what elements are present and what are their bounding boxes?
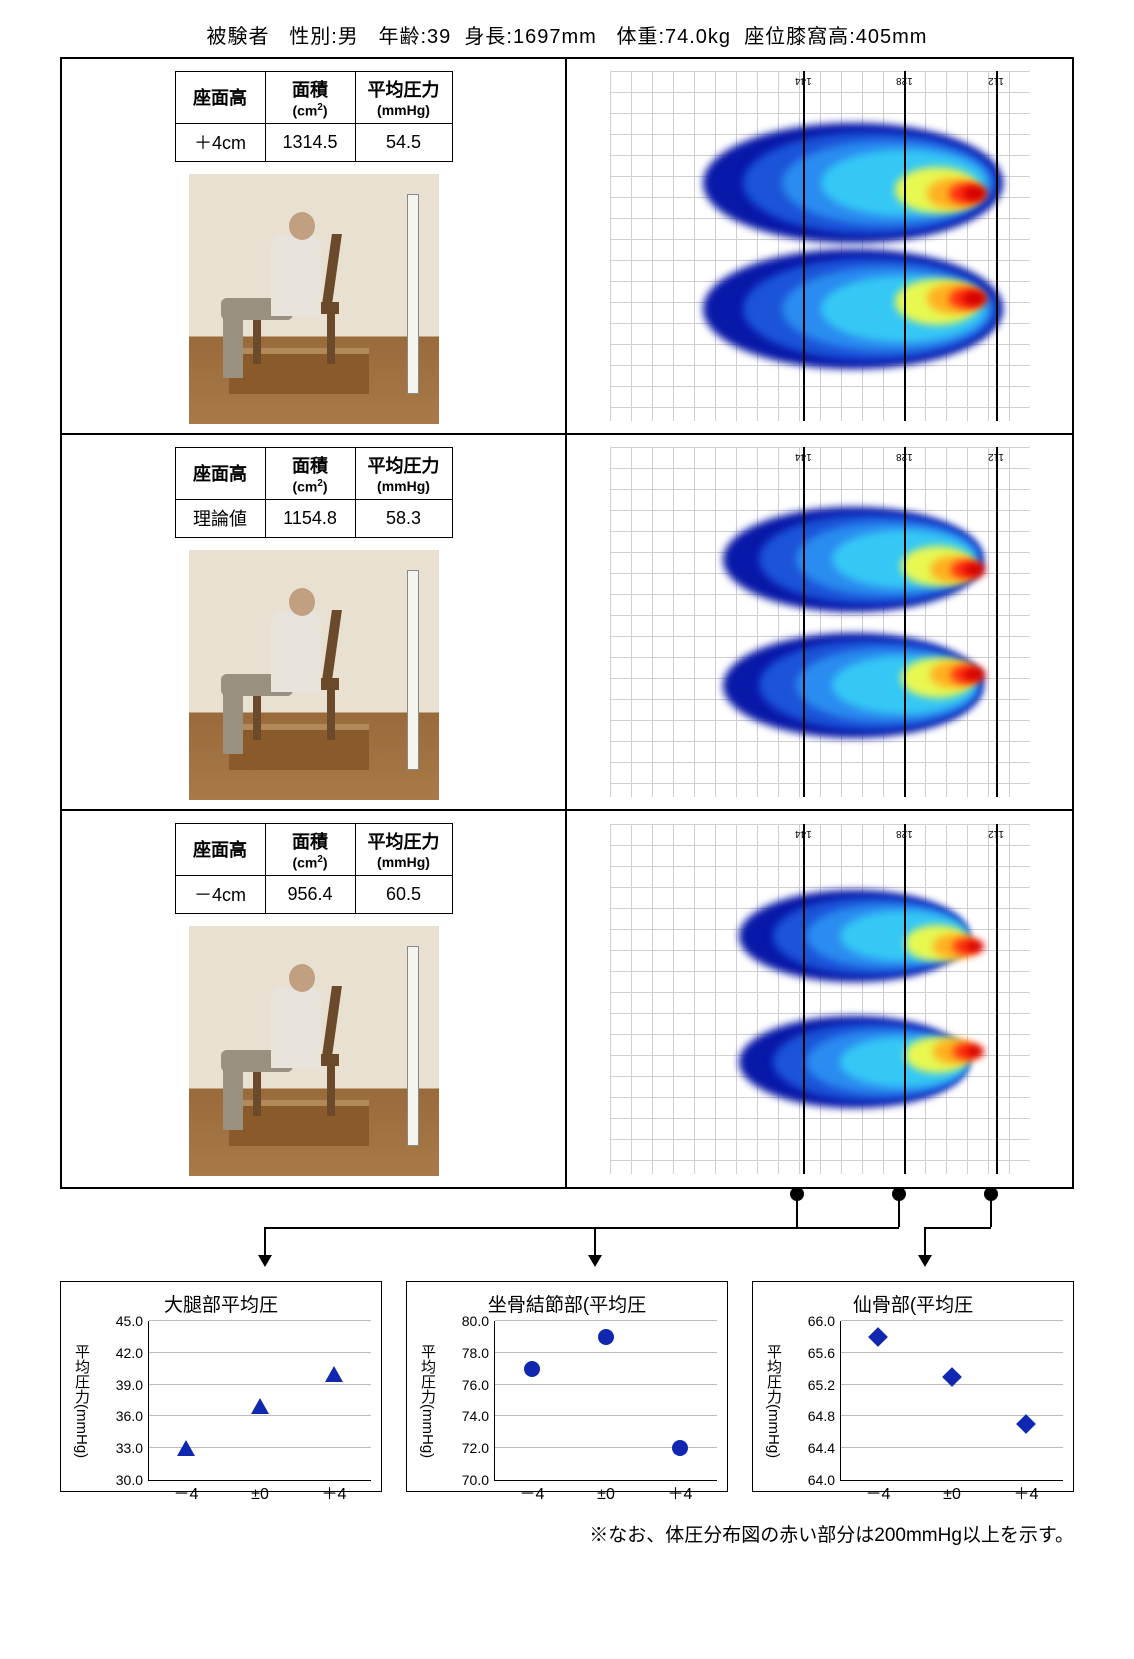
chart-plot-area: 70.072.074.076.078.080.0－4±0＋4 (494, 1321, 717, 1481)
seated-subject-photo (189, 926, 439, 1176)
chart-data-point (598, 1329, 614, 1345)
pressure-distribution-map: 144128112 (610, 824, 1030, 1174)
mini-chart: 坐骨結節部(平均圧平均圧力(mmHg)70.072.074.076.078.08… (406, 1281, 728, 1492)
chart-y-axis-label: 平均圧力(mmHg) (71, 1321, 94, 1481)
chart-plot-area: 30.033.036.039.042.045.0－4±0＋4 (148, 1321, 371, 1481)
pressure-data-table: 座面高面積(cm2)平均圧力(mmHg)＋4cm1314.554.5 (175, 71, 453, 162)
chart-plot-area: 64.064.464.865.265.666.0－4±0＋4 (840, 1321, 1063, 1481)
chart-data-point (868, 1327, 888, 1347)
pressure-data-table: 座面高面積(cm2)平均圧力(mmHg)理論値1154.858.3 (175, 447, 453, 538)
bottom-charts: 大腿部平均圧平均圧力(mmHg)30.033.036.039.042.045.0… (60, 1281, 1074, 1492)
pressure-data-table: 座面高面積(cm2)平均圧力(mmHg)－4cm956.460.5 (175, 823, 453, 914)
chart-data-point (524, 1361, 540, 1377)
footnote: ※なお、体圧分布図の赤い部分は200mmHg以上を示す。 (60, 1520, 1074, 1547)
subject-header: 被験者 性別:男 年齢:39 身長:1697mm 体重:74.0kg 座位膝窩高… (60, 20, 1074, 49)
seated-subject-photo (189, 550, 439, 800)
mini-chart: 仙骨部(平均圧平均圧力(mmHg)64.064.464.865.265.666.… (752, 1281, 1074, 1492)
seated-subject-photo (189, 174, 439, 424)
chart-y-axis-label: 平均圧力(mmHg) (417, 1321, 440, 1481)
chart-data-point (251, 1398, 269, 1414)
mini-chart: 大腿部平均圧平均圧力(mmHg)30.033.036.039.042.045.0… (60, 1281, 382, 1492)
chart-y-axis-label: 平均圧力(mmHg) (763, 1321, 786, 1481)
chart-data-point (325, 1366, 343, 1382)
chart-data-point (177, 1440, 195, 1456)
arrow-connectors (60, 1187, 1074, 1277)
pressure-distribution-map: 144128112 (610, 447, 1030, 797)
pressure-distribution-map: 144128112 (610, 71, 1030, 421)
chart-data-point (672, 1440, 688, 1456)
main-grid: 座面高面積(cm2)平均圧力(mmHg)＋4cm1314.554.5 144128… (60, 57, 1074, 1189)
chart-data-point (1016, 1414, 1036, 1434)
